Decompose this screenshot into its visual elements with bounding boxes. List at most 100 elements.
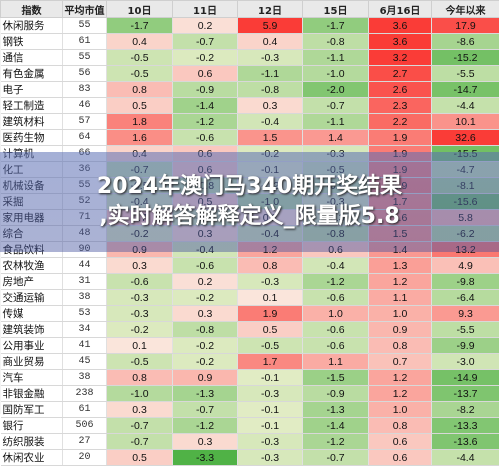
value-cell: -0.3	[238, 450, 303, 466]
value-cell: 1.9	[238, 306, 303, 322]
value-cell: -0.5	[107, 66, 173, 82]
value-cell: -0.4	[173, 242, 238, 258]
value-cell: -0.8	[303, 226, 369, 242]
average-market-cap: 238	[63, 386, 107, 402]
value-cell: -1.2	[303, 274, 369, 290]
value-cell: 3.6	[369, 18, 432, 34]
value-cell: -0.5	[107, 178, 173, 194]
value-cell: 0.5	[107, 450, 173, 466]
value-cell: 0.3	[107, 402, 173, 418]
value-cell: -1.4	[173, 98, 238, 114]
value-cell: -1.3	[303, 402, 369, 418]
value-cell: -9.8	[432, 274, 499, 290]
average-market-cap: 66	[63, 146, 107, 162]
value-cell: -0.8	[173, 178, 238, 194]
value-cell: 0.1	[238, 290, 303, 306]
average-market-cap: 36	[63, 162, 107, 178]
value-cell: -4.4	[432, 450, 499, 466]
value-cell: -0.5	[107, 354, 173, 370]
value-cell: -0.7	[303, 98, 369, 114]
value-cell: 0.6	[369, 434, 432, 450]
value-cell: 1.0	[369, 306, 432, 322]
value-cell: 3.2	[369, 50, 432, 66]
sector-name: 家用电器	[1, 210, 63, 226]
average-market-cap: 61	[63, 402, 107, 418]
value-cell: -14.9	[432, 370, 499, 386]
value-cell: -0.6	[107, 274, 173, 290]
value-cell: -0.6	[303, 322, 369, 338]
value-cell: 1.9	[369, 146, 432, 162]
value-cell: 1.6	[369, 210, 432, 226]
sector-name: 纺织服装	[1, 434, 63, 450]
sector-name: 医药生物	[1, 130, 63, 146]
average-market-cap: 57	[63, 114, 107, 130]
value-cell: 1.2	[369, 370, 432, 386]
value-cell: -0.2	[107, 322, 173, 338]
sector-name: 公用事业	[1, 338, 63, 354]
sector-name: 传媒	[1, 306, 63, 322]
value-cell: -4.7	[432, 162, 499, 178]
average-market-cap: 38	[63, 370, 107, 386]
column-header: 指数	[1, 1, 63, 18]
value-cell: -0.2	[238, 146, 303, 162]
column-header: 11日	[173, 1, 238, 18]
value-cell: 13.2	[432, 242, 499, 258]
value-cell: -9.9	[432, 338, 499, 354]
average-market-cap: 31	[63, 274, 107, 290]
value-cell: -0.3	[238, 434, 303, 450]
value-cell: 0.9	[369, 322, 432, 338]
average-market-cap: 90	[63, 242, 107, 258]
sector-name: 农林牧渔	[1, 258, 63, 274]
column-header: 12日	[238, 1, 303, 18]
value-cell: -0.3	[107, 290, 173, 306]
value-cell: 0.3	[238, 98, 303, 114]
value-cell: -0.8	[173, 322, 238, 338]
value-cell: -1.0	[107, 386, 173, 402]
value-cell: -0.7	[107, 418, 173, 434]
value-cell: -3.0	[432, 354, 499, 370]
value-cell: -0.7	[303, 450, 369, 466]
value-cell: 32.6	[432, 130, 499, 146]
value-cell: -8.2	[432, 402, 499, 418]
value-cell: 1.2	[369, 274, 432, 290]
value-cell: -0.7	[107, 162, 173, 178]
value-cell: -0.9	[173, 82, 238, 98]
sector-name: 采掘	[1, 194, 63, 210]
average-market-cap: 71	[63, 210, 107, 226]
value-cell: -0.7	[173, 402, 238, 418]
value-cell: -0.1	[238, 370, 303, 386]
sector-name: 国防军工	[1, 402, 63, 418]
value-cell: 0.3	[107, 258, 173, 274]
value-cell: 0.3	[173, 226, 238, 242]
average-market-cap: 52	[63, 194, 107, 210]
average-market-cap: 53	[63, 306, 107, 322]
value-cell: -8.1	[432, 178, 499, 194]
sector-name: 建筑装饰	[1, 322, 63, 338]
value-cell: -1.1	[303, 50, 369, 66]
value-cell: 0.3	[173, 434, 238, 450]
column-header: 6月16日	[369, 1, 432, 18]
average-market-cap: 20	[63, 450, 107, 466]
value-cell: -1.1	[303, 114, 369, 130]
average-market-cap: 64	[63, 130, 107, 146]
value-cell: -13.3	[432, 418, 499, 434]
value-cell: 0.8	[369, 418, 432, 434]
value-cell: 0.6	[173, 66, 238, 82]
value-cell: -1.0	[238, 194, 303, 210]
value-cell: 1.5	[369, 226, 432, 242]
average-market-cap: 61	[63, 34, 107, 50]
column-header: 今年以来	[432, 1, 499, 18]
value-cell: -1.2	[173, 418, 238, 434]
value-cell: 0.9	[173, 370, 238, 386]
value-cell: -0.2	[173, 338, 238, 354]
value-cell: 1.1	[303, 354, 369, 370]
